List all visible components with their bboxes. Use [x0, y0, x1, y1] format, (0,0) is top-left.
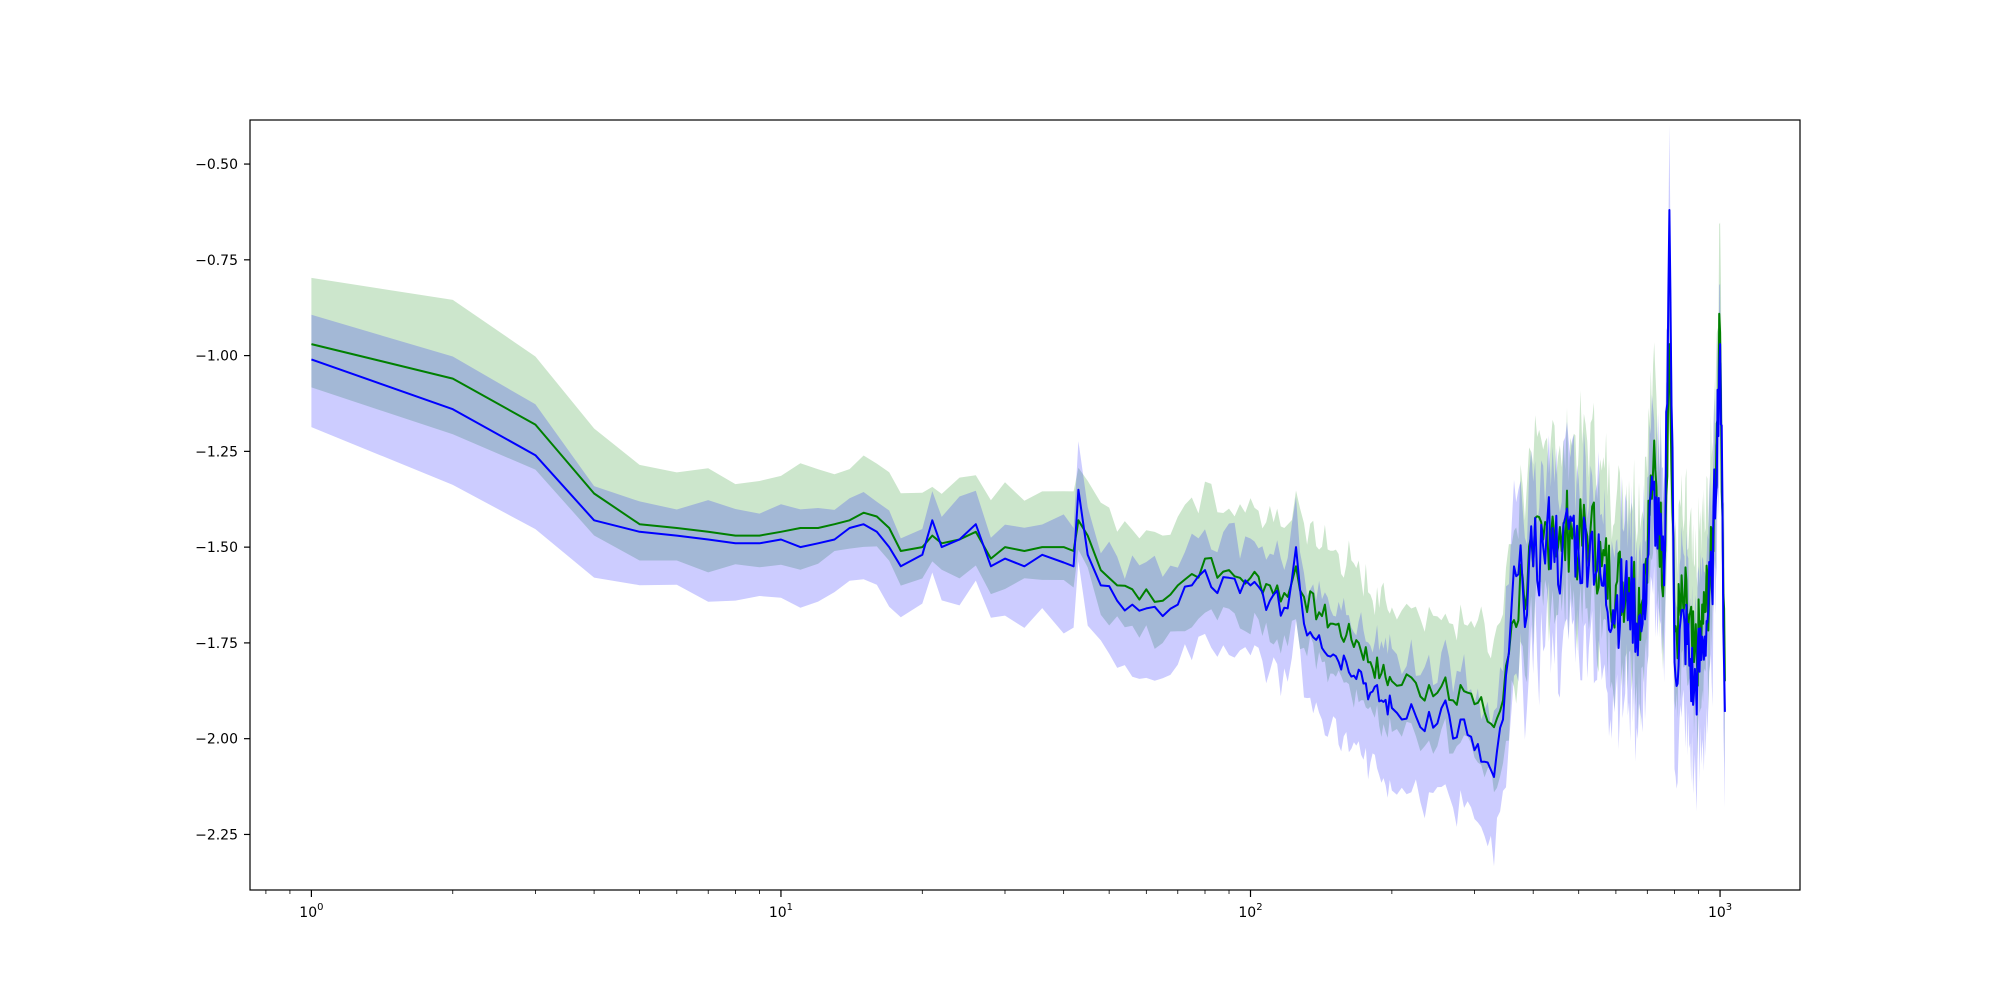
- y-tick-label: −1.00: [195, 349, 238, 365]
- y-tick-label: −0.75: [195, 253, 238, 269]
- y-tick-label: −1.25: [195, 444, 238, 460]
- bands-layer: [311, 124, 1725, 867]
- axes-layer: −0.50 −0.75 −1.00 −1.25 −1.50 −1.75 −2.00 −2.25…: [195, 157, 1732, 921]
- x-tick-label: 101: [769, 902, 793, 921]
- y-tick-label: −1.75: [195, 636, 238, 652]
- series-2-line: [311, 209, 1726, 778]
- x-tick-label: 100: [299, 902, 323, 921]
- series-2-band: [311, 124, 1725, 867]
- y-tick-label: −2.00: [195, 732, 238, 748]
- x-tick-label: 102: [1238, 902, 1262, 921]
- y-tick-label: −0.50: [195, 157, 238, 173]
- y-tick-label: −1.50: [195, 540, 238, 556]
- plot-frame: [249, 119, 1801, 891]
- series-1-line: [311, 312, 1726, 729]
- x-tick-label: 103: [1708, 902, 1732, 921]
- lines-layer: [311, 209, 1726, 778]
- series-1-band: [311, 222, 1725, 793]
- y-tick-label: −2.25: [195, 827, 238, 843]
